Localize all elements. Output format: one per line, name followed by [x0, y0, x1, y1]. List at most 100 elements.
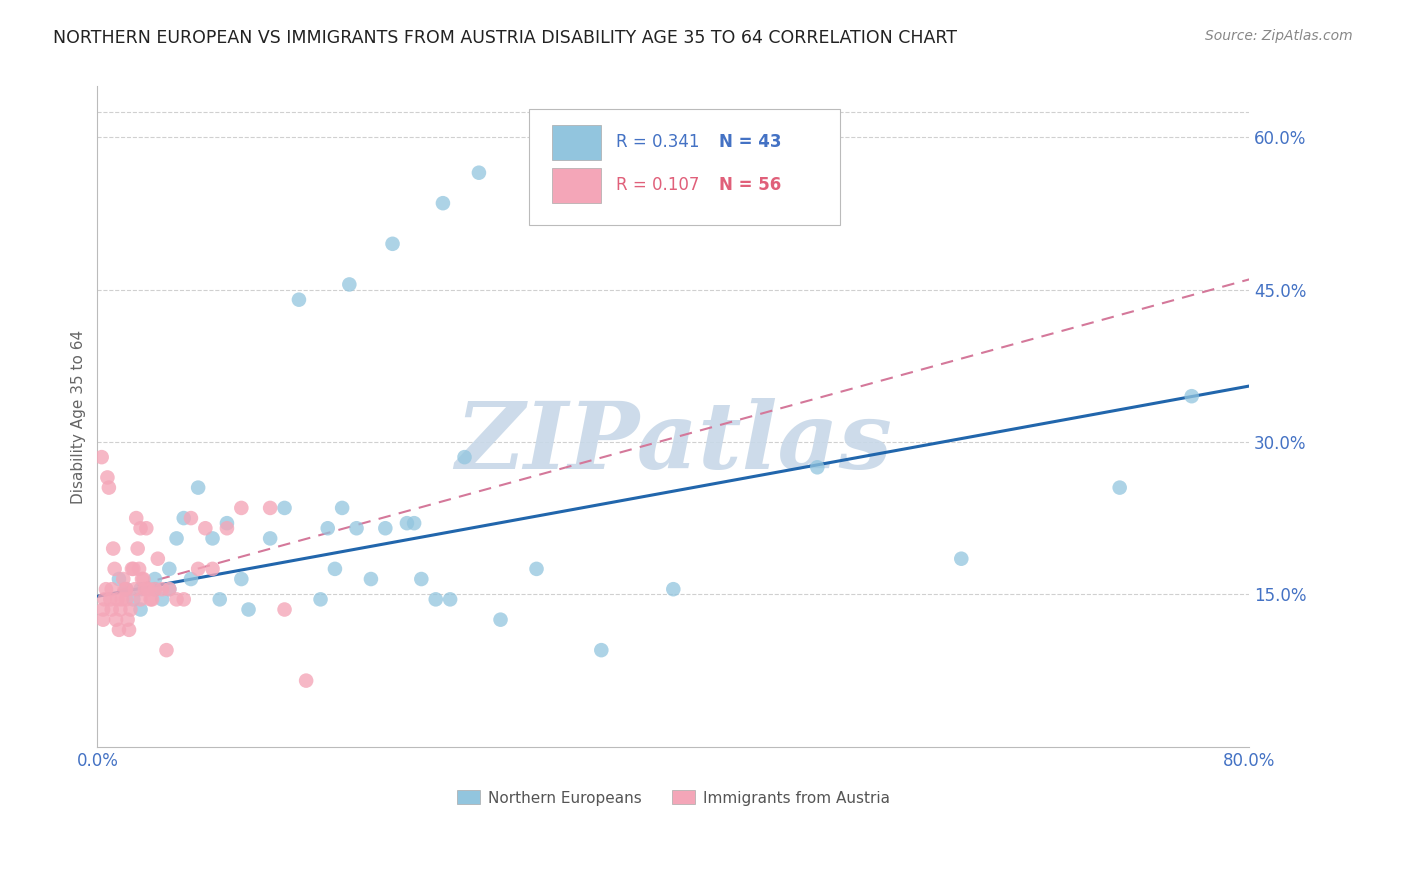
- Point: [122, 592, 145, 607]
- Point: [453, 450, 475, 464]
- Point: [180, 572, 202, 586]
- Point: [115, 582, 138, 597]
- Point: [100, 602, 122, 616]
- Point: [346, 521, 368, 535]
- Point: [173, 592, 195, 607]
- Point: [121, 562, 143, 576]
- Point: [208, 592, 231, 607]
- Point: [91, 602, 114, 616]
- Point: [439, 592, 461, 607]
- Point: [330, 500, 353, 515]
- Point: [201, 532, 224, 546]
- Point: [100, 582, 122, 597]
- Point: [337, 277, 360, 292]
- Point: [526, 562, 548, 576]
- Point: [139, 592, 162, 607]
- Point: [187, 562, 209, 576]
- Point: [108, 572, 131, 586]
- Point: [238, 602, 260, 616]
- Point: [115, 592, 138, 607]
- Point: [107, 592, 129, 607]
- Point: [125, 511, 148, 525]
- Point: [295, 673, 318, 688]
- Point: [374, 521, 396, 535]
- Point: [129, 592, 152, 607]
- FancyBboxPatch shape: [553, 125, 600, 160]
- Point: [138, 582, 160, 597]
- Point: [662, 582, 685, 597]
- Point: [411, 572, 433, 586]
- Point: [104, 562, 127, 576]
- Point: [309, 592, 332, 607]
- Point: [231, 500, 253, 515]
- Point: [157, 582, 180, 597]
- Point: [187, 481, 209, 495]
- Point: [468, 166, 491, 180]
- Point: [128, 562, 150, 576]
- Point: [94, 582, 117, 597]
- Point: [120, 602, 142, 616]
- Point: [1108, 481, 1130, 495]
- Point: [112, 572, 135, 586]
- Point: [141, 592, 163, 607]
- Point: [950, 551, 973, 566]
- Point: [127, 541, 149, 556]
- Point: [114, 582, 136, 597]
- Point: [105, 613, 128, 627]
- Point: [360, 572, 382, 586]
- Point: [806, 460, 828, 475]
- Point: [201, 562, 224, 576]
- Point: [117, 613, 139, 627]
- Point: [129, 521, 152, 535]
- Point: [96, 470, 118, 484]
- Text: N = 56: N = 56: [720, 177, 782, 194]
- Point: [132, 572, 155, 586]
- Point: [215, 516, 238, 531]
- Point: [180, 511, 202, 525]
- Point: [404, 516, 426, 531]
- Point: [115, 582, 138, 597]
- Point: [146, 551, 169, 566]
- Legend: Northern Europeans, Immigrants from Austria: Northern Europeans, Immigrants from Aust…: [451, 784, 896, 812]
- Point: [108, 623, 131, 637]
- Point: [288, 293, 311, 307]
- Point: [432, 196, 454, 211]
- Point: [150, 582, 173, 597]
- Point: [273, 602, 295, 616]
- Point: [90, 450, 112, 464]
- Point: [489, 613, 512, 627]
- Point: [129, 582, 152, 597]
- Point: [143, 582, 166, 597]
- Point: [135, 521, 157, 535]
- Text: Source: ZipAtlas.com: Source: ZipAtlas.com: [1205, 29, 1353, 43]
- Point: [97, 481, 120, 495]
- Point: [273, 500, 295, 515]
- Point: [103, 541, 125, 556]
- Point: [124, 582, 146, 597]
- Point: [166, 592, 188, 607]
- Point: [591, 643, 613, 657]
- Point: [231, 572, 253, 586]
- Point: [143, 582, 166, 597]
- Point: [136, 582, 159, 597]
- Point: [215, 521, 238, 535]
- Point: [1181, 389, 1204, 403]
- Text: NORTHERN EUROPEAN VS IMMIGRANTS FROM AUSTRIA DISABILITY AGE 35 TO 64 CORRELATION: NORTHERN EUROPEAN VS IMMIGRANTS FROM AUS…: [53, 29, 957, 46]
- Point: [155, 643, 177, 657]
- Text: N = 43: N = 43: [720, 134, 782, 152]
- Point: [131, 572, 153, 586]
- Text: ZIPatlas: ZIPatlas: [454, 398, 891, 488]
- FancyBboxPatch shape: [529, 110, 841, 225]
- Point: [166, 532, 188, 546]
- Point: [323, 562, 346, 576]
- Point: [157, 562, 180, 576]
- Point: [194, 521, 217, 535]
- Y-axis label: Disability Age 35 to 64: Disability Age 35 to 64: [72, 329, 86, 504]
- Text: R = 0.107: R = 0.107: [616, 177, 699, 194]
- Point: [425, 592, 447, 607]
- FancyBboxPatch shape: [553, 169, 600, 202]
- Point: [395, 516, 418, 531]
- Text: R = 0.341: R = 0.341: [616, 134, 699, 152]
- Point: [110, 602, 132, 616]
- Point: [157, 582, 180, 597]
